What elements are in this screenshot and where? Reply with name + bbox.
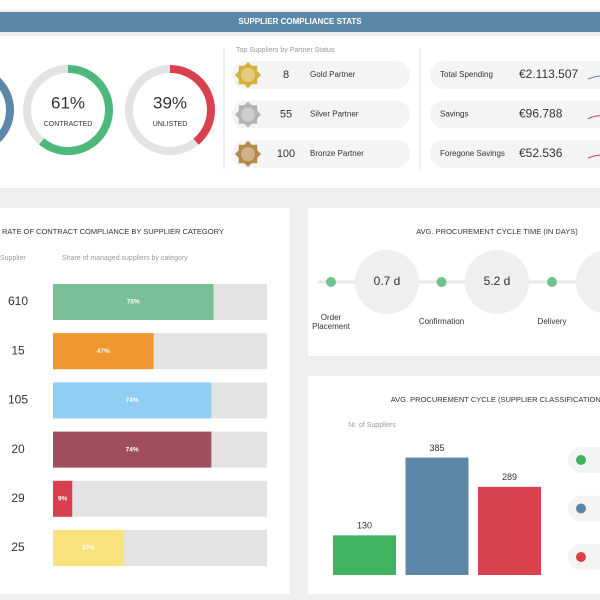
bar-value: 385 [429, 443, 444, 453]
medal [235, 101, 261, 128]
donut-partial [0, 77, 14, 143]
bar [333, 535, 396, 575]
partner-label: Bronze Partner [310, 149, 364, 158]
partner-count: 100 [277, 148, 295, 160]
medal-inner [241, 107, 255, 122]
spending-label: Foregone Savings [440, 149, 505, 158]
bar-label: 47% [97, 348, 110, 355]
duration-bubble [465, 250, 529, 314]
donut-label: 61% [51, 93, 85, 112]
partner-row [232, 61, 410, 89]
legend-dot [576, 455, 586, 465]
spending-value: €52.536 [519, 146, 563, 160]
stage-label: Order Placement [312, 313, 350, 331]
stage-dot [547, 277, 557, 287]
bar [478, 486, 541, 575]
donut-caption: UNLISTED [153, 121, 188, 128]
supplier-count: 29 [11, 491, 25, 505]
donut-arc [23, 65, 113, 155]
legend-dot [576, 503, 586, 514]
spending-row [430, 100, 600, 129]
supplier-count: 25 [11, 540, 25, 554]
compliance-title: RATE OF CONTRACT COMPLIANCE BY SUPPLIER … [2, 227, 224, 236]
bar-track [53, 480, 267, 517]
bar-label: 74% [126, 397, 139, 404]
partner-row [232, 140, 410, 168]
supplier-count: 105 [8, 393, 28, 407]
donut-label: 39% [153, 93, 187, 112]
sparkline [587, 154, 600, 159]
bar [405, 457, 469, 575]
partner-count: 8 [283, 69, 289, 81]
spending-label: Total Spending [440, 70, 493, 79]
bar [53, 284, 214, 320]
donut-arc [125, 65, 215, 155]
stage-dot [436, 277, 447, 287]
header-bar [0, 12, 600, 32]
spending-value: €96.788 [519, 107, 563, 121]
partner-label: Gold Partner [310, 70, 356, 79]
supplier-count: 15 [11, 343, 25, 357]
partners-title: Top Suppliers by Partner Status [236, 47, 335, 54]
bar-label: 33% [82, 545, 95, 552]
bar-value: 130 [357, 521, 372, 531]
medal-inner [241, 147, 255, 161]
axis-label: Nr. of Suppliers [348, 422, 396, 429]
legend-dot [576, 552, 586, 562]
bar [53, 431, 212, 468]
partner-label: Silver Partner [310, 110, 359, 119]
bar-value: 289 [502, 472, 517, 482]
medal-inner [241, 68, 255, 82]
header-title: SUPPLIER COMPLIANCE STATS [238, 17, 362, 26]
stage-dot [326, 277, 336, 287]
top-strip [0, 0, 600, 10]
spending-label: Savings [440, 110, 468, 119]
supplier-count: 610 [8, 294, 28, 308]
partner-row [232, 100, 410, 129]
bar-label: 75% [127, 299, 140, 306]
duration-bubble [576, 251, 600, 313]
cycle-title: AVG. PROCUREMENT CYCLE TIME (IN DAYS) [416, 227, 578, 236]
supplier-count: 20 [11, 442, 25, 456]
column-header: Share of managed suppliers by category [62, 255, 188, 262]
partner-count: 55 [280, 108, 292, 120]
duration-label: 5.2 d [484, 274, 511, 288]
duration-bubble [355, 250, 419, 314]
spending-row [430, 61, 600, 89]
spending-row [430, 140, 600, 168]
bar [53, 333, 154, 370]
classification-title: AVG. PROCUREMENT CYCLE (SUPPLIER CLASSIF… [391, 395, 600, 404]
sparkline [587, 75, 600, 80]
bar [53, 480, 73, 517]
spending-value: €2.113.507 [519, 67, 578, 81]
stage-label: Confirmation [418, 317, 465, 326]
bar-label: 74% [126, 446, 139, 453]
stage-label: Delivery [537, 317, 567, 326]
sparkline [587, 115, 600, 119]
medal [235, 62, 261, 88]
bar [53, 382, 212, 419]
medal [235, 141, 261, 167]
donut-caption: CONTRACTED [44, 121, 93, 128]
bar-label: 9% [58, 496, 68, 503]
duration-label: 0.7 d [374, 274, 401, 288]
column-header: Supplier [0, 255, 26, 262]
bar [53, 530, 124, 566]
